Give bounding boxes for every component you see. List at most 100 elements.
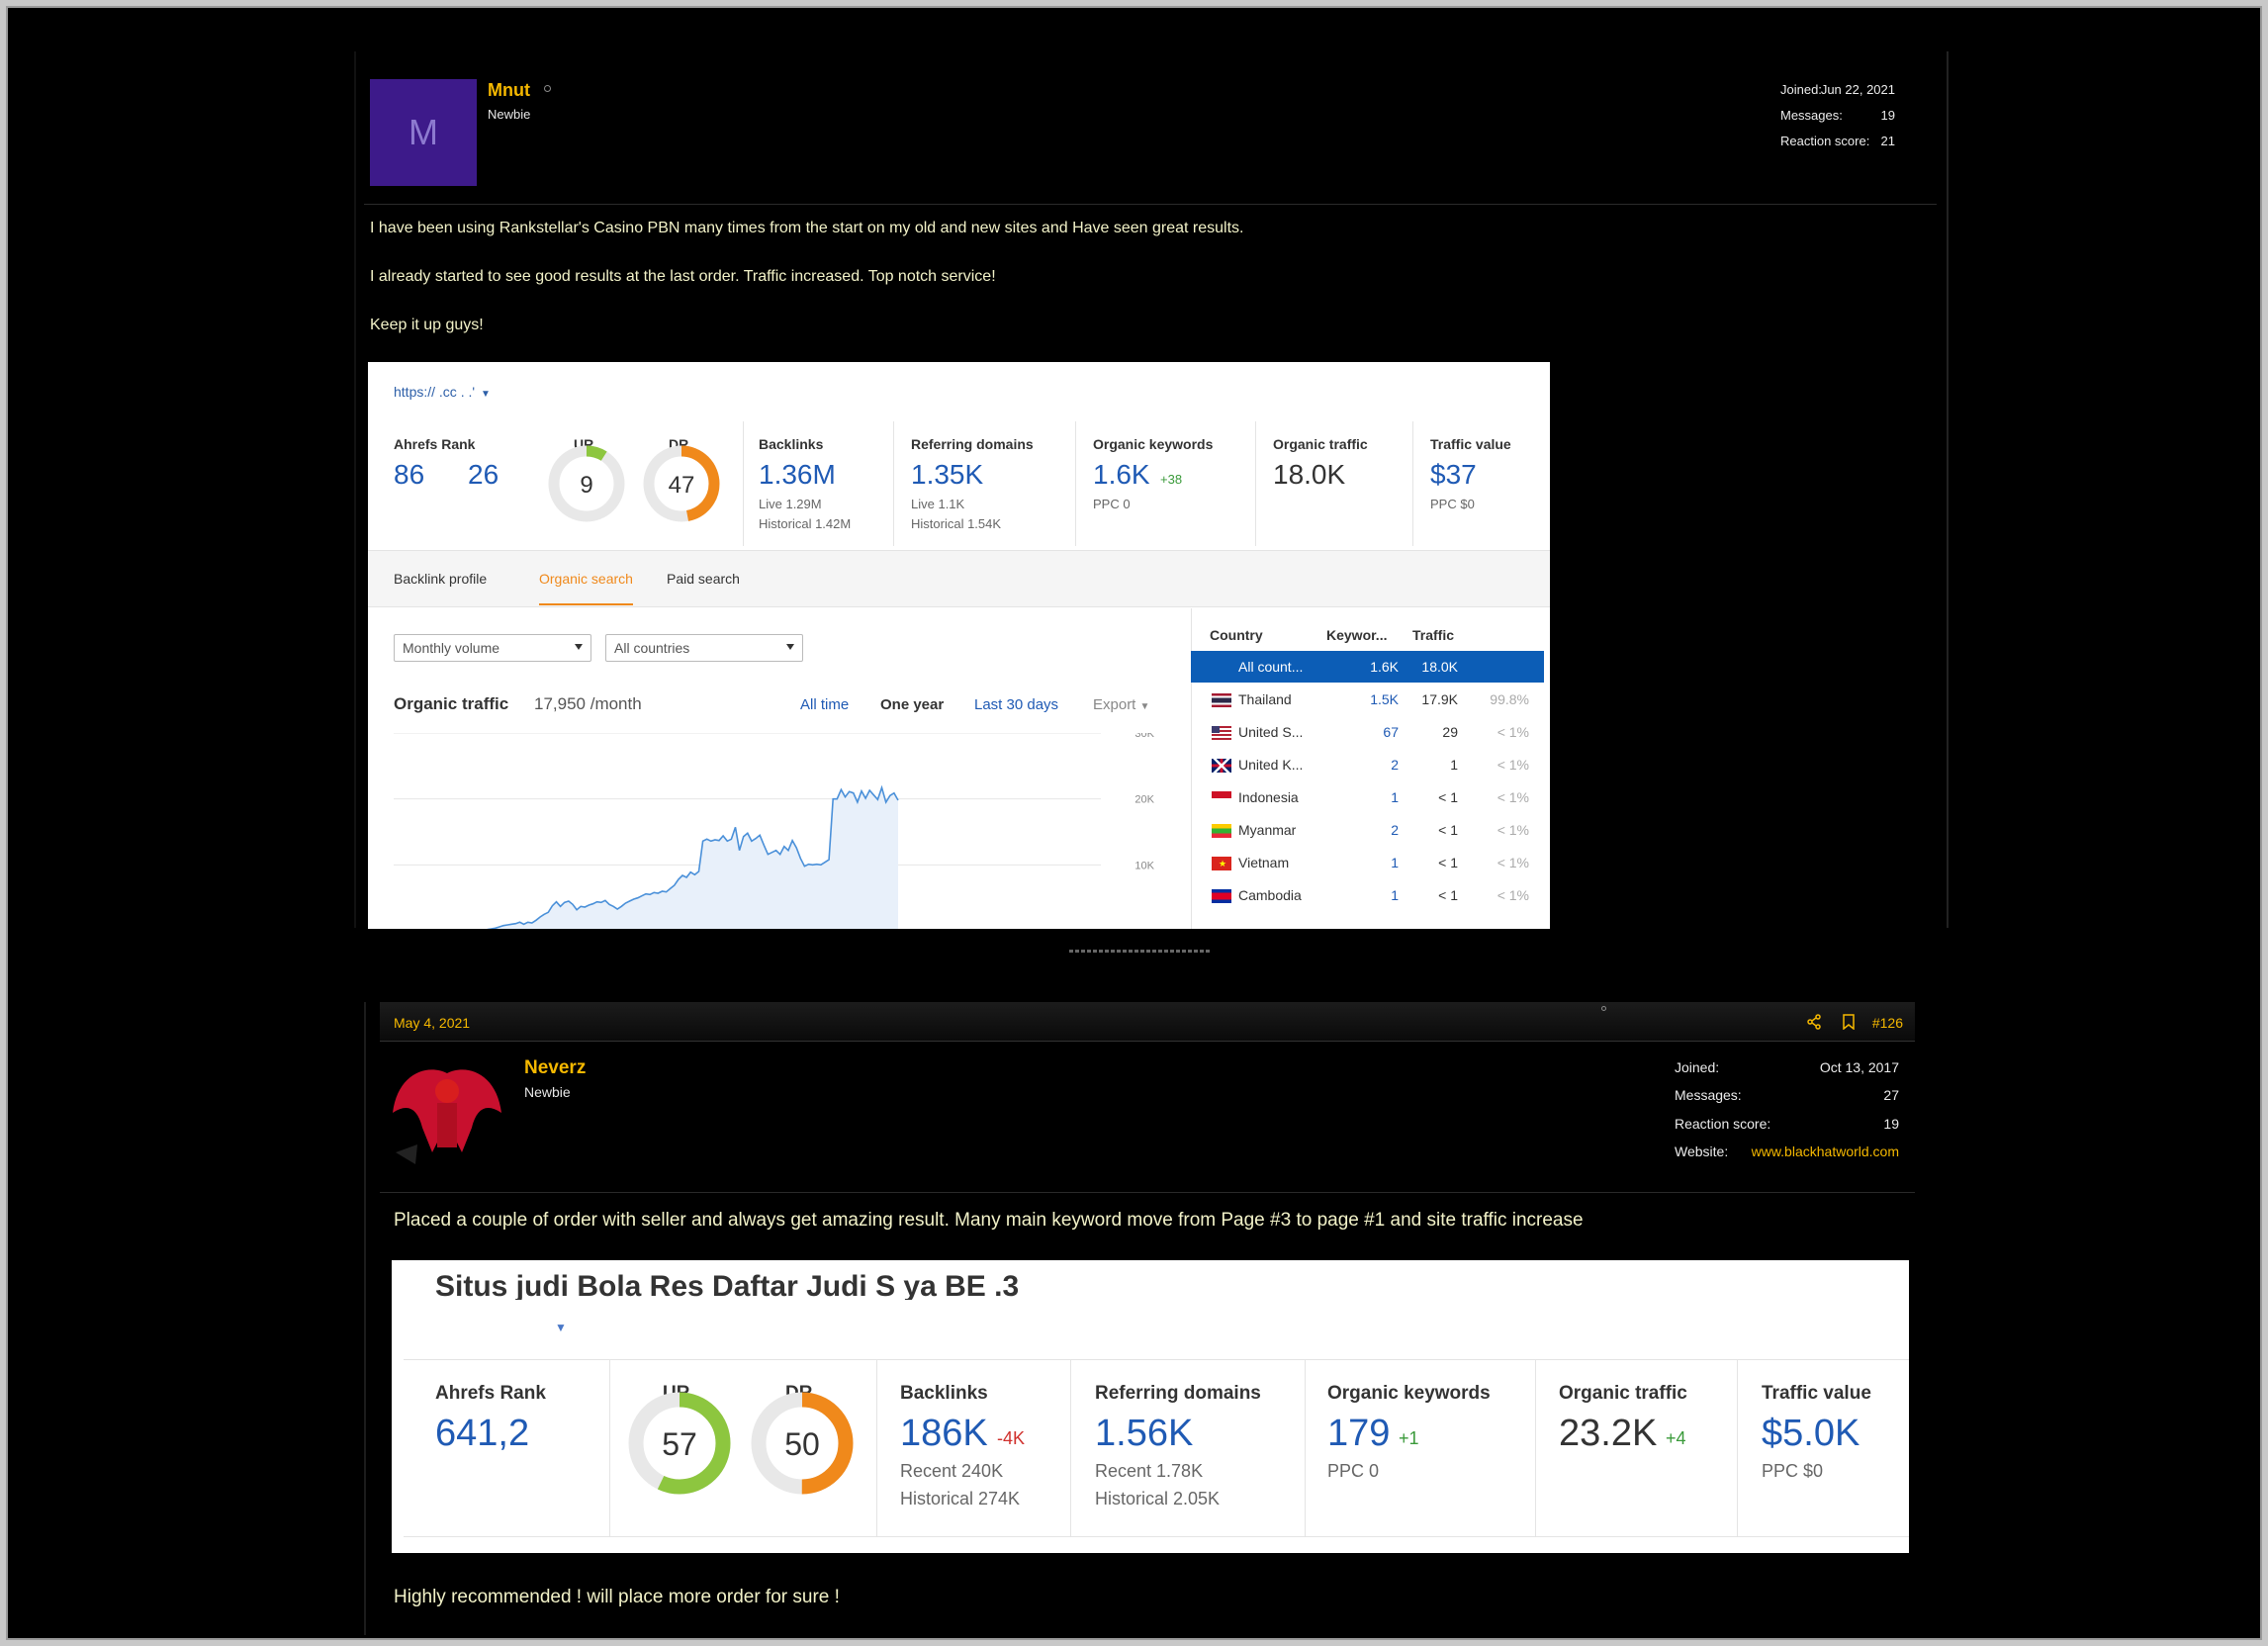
referring-domains-value[interactable]: 1.35K [911, 459, 984, 490]
range-all-time[interactable]: All time [800, 696, 850, 713]
organic-traffic-value: 23.2K [1559, 1413, 1658, 1454]
dr-gauge: 50 [751, 1392, 854, 1495]
referring-domains-value[interactable]: 1.56K [1095, 1413, 1194, 1454]
ahrefs-rank-value-2: 26 [468, 459, 499, 490]
divider [1255, 421, 1256, 546]
referring-domains-recent: Recent 1.78K [1095, 1461, 1204, 1481]
traffic-value-label: Traffic value [1430, 436, 1511, 452]
divider [380, 1192, 1915, 1193]
avatar[interactable] [388, 1053, 506, 1172]
cell-keywords[interactable]: 67 [1383, 724, 1399, 740]
flag-myanmar-icon [1212, 824, 1231, 838]
organic-keywords-value[interactable]: 1.6K [1093, 459, 1150, 490]
backlinks-value[interactable]: 186K [900, 1413, 988, 1454]
traffic-value-ppc: PPC $0 [1762, 1461, 1824, 1481]
backlinks-delta: -4K [997, 1428, 1026, 1448]
stat-label-messages: Messages: [1780, 108, 1843, 123]
cell-keywords[interactable]: 1 [1391, 789, 1399, 805]
stat-label-joined: Joined: [1780, 82, 1822, 97]
post-paragraph: Highly recommended ! will place more ord… [394, 1587, 840, 1607]
post-paragraph: Keep it up guys! [370, 317, 484, 333]
traffic-value-value[interactable]: $37 [1430, 459, 1477, 490]
website-link[interactable]: www.blackhatworld.com [1751, 1143, 1899, 1159]
divider [1075, 421, 1076, 546]
site-url-text: https:// .cc . .' [394, 384, 476, 400]
tab-paid-search[interactable]: Paid search [667, 571, 740, 587]
site-url[interactable]: https:// .cc . .' ▼ [394, 384, 491, 400]
ur-value: 57 [662, 1426, 697, 1462]
share-icon[interactable] [1806, 1014, 1822, 1030]
ur-gauge: 9 [548, 445, 625, 522]
traffic-area [491, 787, 898, 929]
chevron-down-icon: ▼ [481, 389, 491, 400]
table-row[interactable]: Cambodia 1 < 1 < 1% [1191, 879, 1544, 911]
referring-domains-historical: Historical 2.05K [1095, 1489, 1221, 1509]
dr-value: 50 [784, 1426, 820, 1462]
organic-keywords-value[interactable]: 179 [1327, 1413, 1391, 1454]
divider [1305, 1359, 1306, 1537]
organic-traffic-value: 18.0K [1273, 459, 1346, 490]
table-row[interactable]: Indonesia 1 < 1 < 1% [1191, 781, 1544, 813]
volume-select-value: Monthly volume [403, 640, 500, 656]
table-row[interactable]: All count... 1.6K 18.0K [1191, 651, 1544, 683]
chevron-down-icon[interactable]: ▼ [555, 1321, 567, 1334]
tab-backlink-profile[interactable]: Backlink profile [394, 571, 488, 587]
avatar[interactable]: M [370, 79, 477, 186]
cell-keywords[interactable]: 1 [1391, 887, 1399, 903]
dr-value: 47 [669, 472, 695, 499]
referring-domains-label: Referring domains [911, 436, 1034, 452]
cell-keywords[interactable]: 1 [1391, 855, 1399, 870]
table-row[interactable]: ★ Vietnam 1 < 1 < 1% [1191, 847, 1544, 878]
table-row[interactable]: United S... 67 29 < 1% [1191, 716, 1544, 748]
organic-keywords-delta: +1 [1399, 1428, 1419, 1448]
dr-gauge: 47 [643, 445, 720, 522]
post-number[interactable]: #126 [1871, 1015, 1903, 1031]
traffic-value-label: Traffic value [1762, 1383, 1871, 1404]
status-dot-icon [1601, 1006, 1606, 1011]
y-tick-label: 30K [1134, 733, 1154, 740]
cell-keywords[interactable]: 2 [1391, 757, 1399, 773]
bookmark-icon[interactable] [1842, 1014, 1856, 1030]
cell-country: Cambodia [1238, 887, 1302, 903]
ahrefs-rank-label: Ahrefs Rank [394, 436, 476, 452]
volume-select[interactable]: Monthly volume [394, 634, 591, 662]
cell-country: All count... [1238, 659, 1304, 675]
cell-share: < 1% [1497, 822, 1529, 838]
cell-traffic: < 1 [1438, 822, 1458, 838]
ahrefs-overview-screenshot-2: Situs judi Bola Res Daftar Judi S ya BE … [392, 1260, 1909, 1553]
traffic-value-value[interactable]: $5.0K [1762, 1413, 1860, 1454]
cell-keywords[interactable]: 1.5K [1370, 691, 1399, 707]
divider [404, 1536, 1909, 1537]
cell-traffic: 17.9K [1421, 691, 1458, 707]
offline-status-icon [544, 85, 551, 92]
cell-traffic: < 1 [1438, 855, 1458, 870]
table-row[interactable]: United K... 2 1 < 1% [1191, 749, 1544, 780]
range-last-30-days[interactable]: Last 30 days [974, 696, 1059, 713]
y-tick-label: 20K [1134, 794, 1154, 806]
table-row[interactable]: Myanmar 2 < 1 < 1% [1191, 814, 1544, 846]
backlinks-value[interactable]: 1.36M [759, 459, 836, 490]
cell-share: < 1% [1497, 757, 1529, 773]
divider [1412, 421, 1413, 546]
country-select[interactable]: All countries [605, 634, 803, 662]
post-paragraph: Placed a couple of order with seller and… [394, 1210, 1584, 1231]
table-row[interactable]: Thailand 1.5K 17.9K 99.8% [1191, 684, 1544, 715]
export-label: Export [1093, 696, 1136, 713]
forum-post-mnut: M Mnut Newbie Joined: Jun 22, 2021 Messa… [354, 51, 1949, 928]
range-one-year[interactable]: One year [880, 696, 945, 713]
cell-keywords[interactable]: 1.6K [1370, 659, 1399, 675]
divider [404, 1359, 1909, 1360]
divider [893, 421, 894, 546]
col-header-traffic[interactable]: Traffic [1412, 627, 1455, 643]
screenshot-frame: M Mnut Newbie Joined: Jun 22, 2021 Messa… [6, 6, 2262, 1640]
tab-organic-search[interactable]: Organic search [539, 571, 633, 605]
col-header-keywords[interactable]: Keywor... [1326, 627, 1388, 643]
export-button[interactable]: Export ▼ [1093, 696, 1149, 713]
cell-share: < 1% [1497, 724, 1529, 740]
post-date[interactable]: May 4, 2021 [394, 1015, 471, 1031]
cell-keywords[interactable]: 2 [1391, 822, 1399, 838]
username[interactable]: Neverz [524, 1057, 587, 1078]
username[interactable]: Mnut [488, 80, 530, 100]
cell-traffic: 1 [1450, 757, 1458, 773]
col-header-country[interactable]: Country [1210, 627, 1263, 643]
